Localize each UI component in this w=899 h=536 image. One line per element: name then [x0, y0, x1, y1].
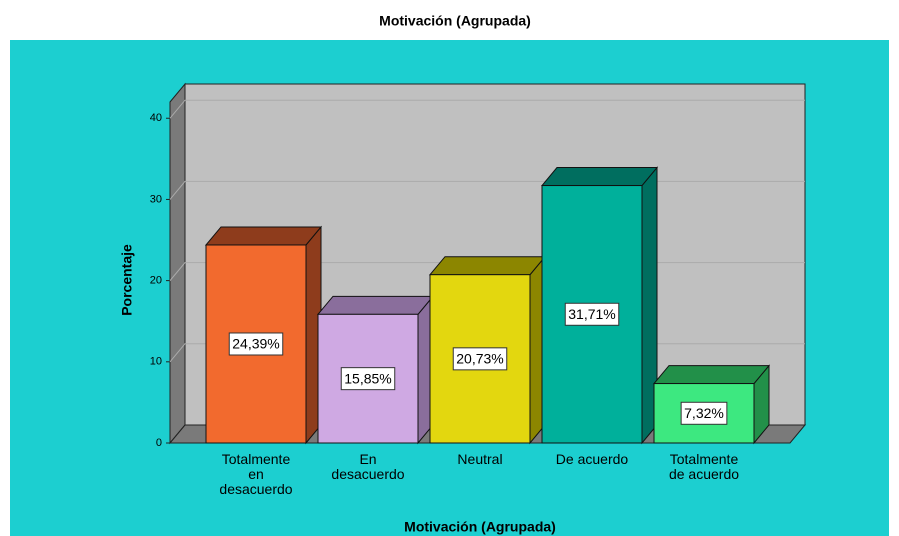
- value-label: 20,73%: [456, 351, 503, 367]
- value-label-box: [228, 332, 284, 356]
- y-tick-label: 0: [156, 437, 162, 449]
- y-tick-label: 40: [150, 112, 162, 124]
- bar-group: 15,85%: [316, 294, 435, 445]
- bar-group: 24,39%: [204, 225, 323, 445]
- value-label: 7,32%: [684, 405, 724, 421]
- side-wall: [169, 82, 186, 445]
- x-tick-label-box: En desacuerdo: [331, 452, 405, 482]
- x-tick-label: Totalmente en desacuerdo: [219, 452, 293, 497]
- grid-line: [169, 99, 805, 119]
- value-label-box: [680, 401, 728, 425]
- value-label-box: [564, 302, 620, 326]
- x-tick-label: Neutral: [457, 452, 503, 467]
- x-axis-title: Motivación (Agrupada): [404, 519, 556, 535]
- chart-title: Motivación (Agrupada): [379, 13, 531, 29]
- value-label-box: [452, 347, 508, 371]
- bar-top: [652, 365, 771, 385]
- x-tick-label: De acuerdo: [555, 452, 629, 467]
- bar-top: [204, 226, 323, 246]
- value-label: 31,71%: [568, 306, 615, 322]
- y-axis-title: Porcentaje: [119, 244, 135, 316]
- value-label-box: [340, 367, 396, 391]
- bar-top: [428, 256, 547, 276]
- bar-top: [316, 295, 435, 315]
- x-tick-label: Totalmente de acuerdo: [668, 452, 740, 482]
- bar-group: 7,32%: [652, 364, 771, 445]
- value-label: 24,39%: [232, 336, 279, 352]
- x-tick-label-box: Totalmente de acuerdo: [668, 452, 740, 482]
- y-tick-label: 30: [150, 193, 162, 205]
- x-tick-label-box: Neutral: [457, 452, 503, 467]
- y-tick-label: 10: [150, 356, 162, 368]
- bar-group: 20,73%: [428, 255, 547, 445]
- y-tick-label: 20: [150, 275, 162, 287]
- x-tick-label-box: Totalmente en desacuerdo: [219, 452, 293, 497]
- bar-group: 31,71%: [540, 166, 659, 445]
- x-tick-label-box: De acuerdo: [555, 452, 629, 467]
- value-label: 15,85%: [344, 370, 391, 386]
- x-tick-label: En desacuerdo: [331, 452, 405, 482]
- bar-top: [540, 167, 659, 187]
